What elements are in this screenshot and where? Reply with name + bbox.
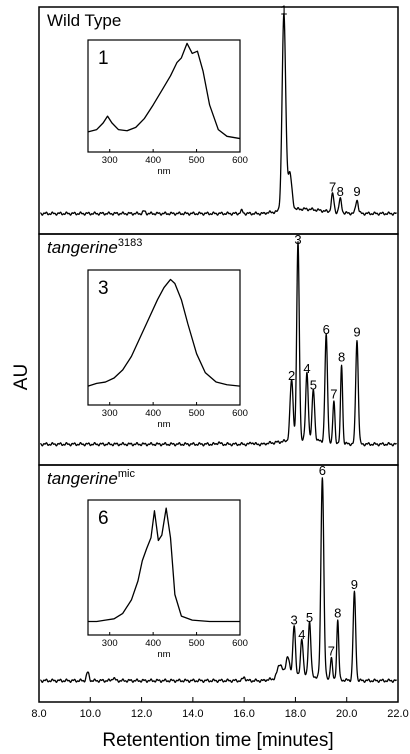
inset-tick-label: 400 bbox=[145, 155, 161, 166]
panel-label: tangerine3183 bbox=[47, 237, 142, 257]
inset-x-label: nm bbox=[157, 166, 170, 177]
inset-tick-label: 600 bbox=[232, 155, 248, 166]
x-tick-label: 20.0 bbox=[336, 708, 357, 720]
peak-label: 7 bbox=[328, 643, 335, 658]
inset-tick-label: 400 bbox=[145, 408, 161, 419]
peak-label: 8 bbox=[337, 184, 344, 199]
inset-number: 6 bbox=[98, 508, 109, 529]
peak-label: 4 bbox=[303, 361, 310, 376]
inset-number: 3 bbox=[98, 278, 109, 299]
inset-tick-label: 500 bbox=[189, 155, 205, 166]
panel-frame bbox=[38, 464, 399, 703]
y-axis-label: AU bbox=[11, 364, 32, 390]
inset-tick-label: 300 bbox=[102, 408, 118, 419]
peak-label: 1 bbox=[280, 2, 287, 17]
x-tick-label: 18.0 bbox=[285, 708, 306, 720]
x-tick-label: 10.0 bbox=[80, 708, 101, 720]
absorbance-spectrum bbox=[87, 42, 241, 140]
panel-label: tangerinemic bbox=[47, 468, 135, 488]
peak-label: 2 bbox=[288, 368, 295, 383]
peak-label: 5 bbox=[306, 610, 313, 625]
peak-label: 7 bbox=[330, 387, 337, 402]
peak-label: 9 bbox=[351, 577, 358, 592]
inset-frame bbox=[87, 269, 241, 406]
inset-x-label: nm bbox=[157, 649, 170, 660]
chromatogram-trace bbox=[39, 12, 397, 216]
peak-label: 8 bbox=[338, 350, 345, 365]
peak-label: 5 bbox=[310, 377, 317, 392]
peak-label: 6 bbox=[323, 322, 330, 337]
peak-label: 7 bbox=[329, 179, 336, 194]
x-tick-label: 22.0 bbox=[387, 708, 408, 720]
x-tick-label: 16.0 bbox=[233, 708, 254, 720]
x-axis-label: Retentention time [minutes] bbox=[102, 730, 333, 751]
peak-label: 3 bbox=[291, 613, 298, 628]
x-tick-label: 12.0 bbox=[131, 708, 152, 720]
absorbance-spectrum bbox=[88, 507, 240, 623]
inset-x-label: nm bbox=[157, 419, 170, 430]
inset-tick-label: 400 bbox=[145, 638, 161, 649]
peak-label: 6 bbox=[319, 463, 326, 478]
peak-label: 8 bbox=[334, 605, 341, 620]
inset-tick-label: 500 bbox=[189, 408, 205, 419]
chromatogram-trace bbox=[39, 241, 397, 447]
inset-tick-label: 300 bbox=[102, 638, 118, 649]
x-tick-label: 8.0 bbox=[31, 708, 46, 720]
chromatogram-trace bbox=[39, 477, 397, 683]
peak-label: 3 bbox=[294, 232, 301, 247]
absorbance-spectrum bbox=[87, 278, 241, 387]
panel-label: Wild Type bbox=[47, 11, 121, 30]
inset-tick-label: 300 bbox=[102, 155, 118, 166]
inset-tick-label: 600 bbox=[232, 408, 248, 419]
inset-tick-label: 500 bbox=[189, 638, 205, 649]
peak-label: 4 bbox=[298, 627, 305, 642]
inset-number: 1 bbox=[98, 48, 109, 69]
x-tick-label: 14.0 bbox=[182, 708, 203, 720]
peak-label: 9 bbox=[353, 324, 360, 339]
peak-label: 9 bbox=[353, 184, 360, 199]
inset-frame bbox=[87, 39, 241, 153]
inset-tick-label: 600 bbox=[232, 638, 248, 649]
